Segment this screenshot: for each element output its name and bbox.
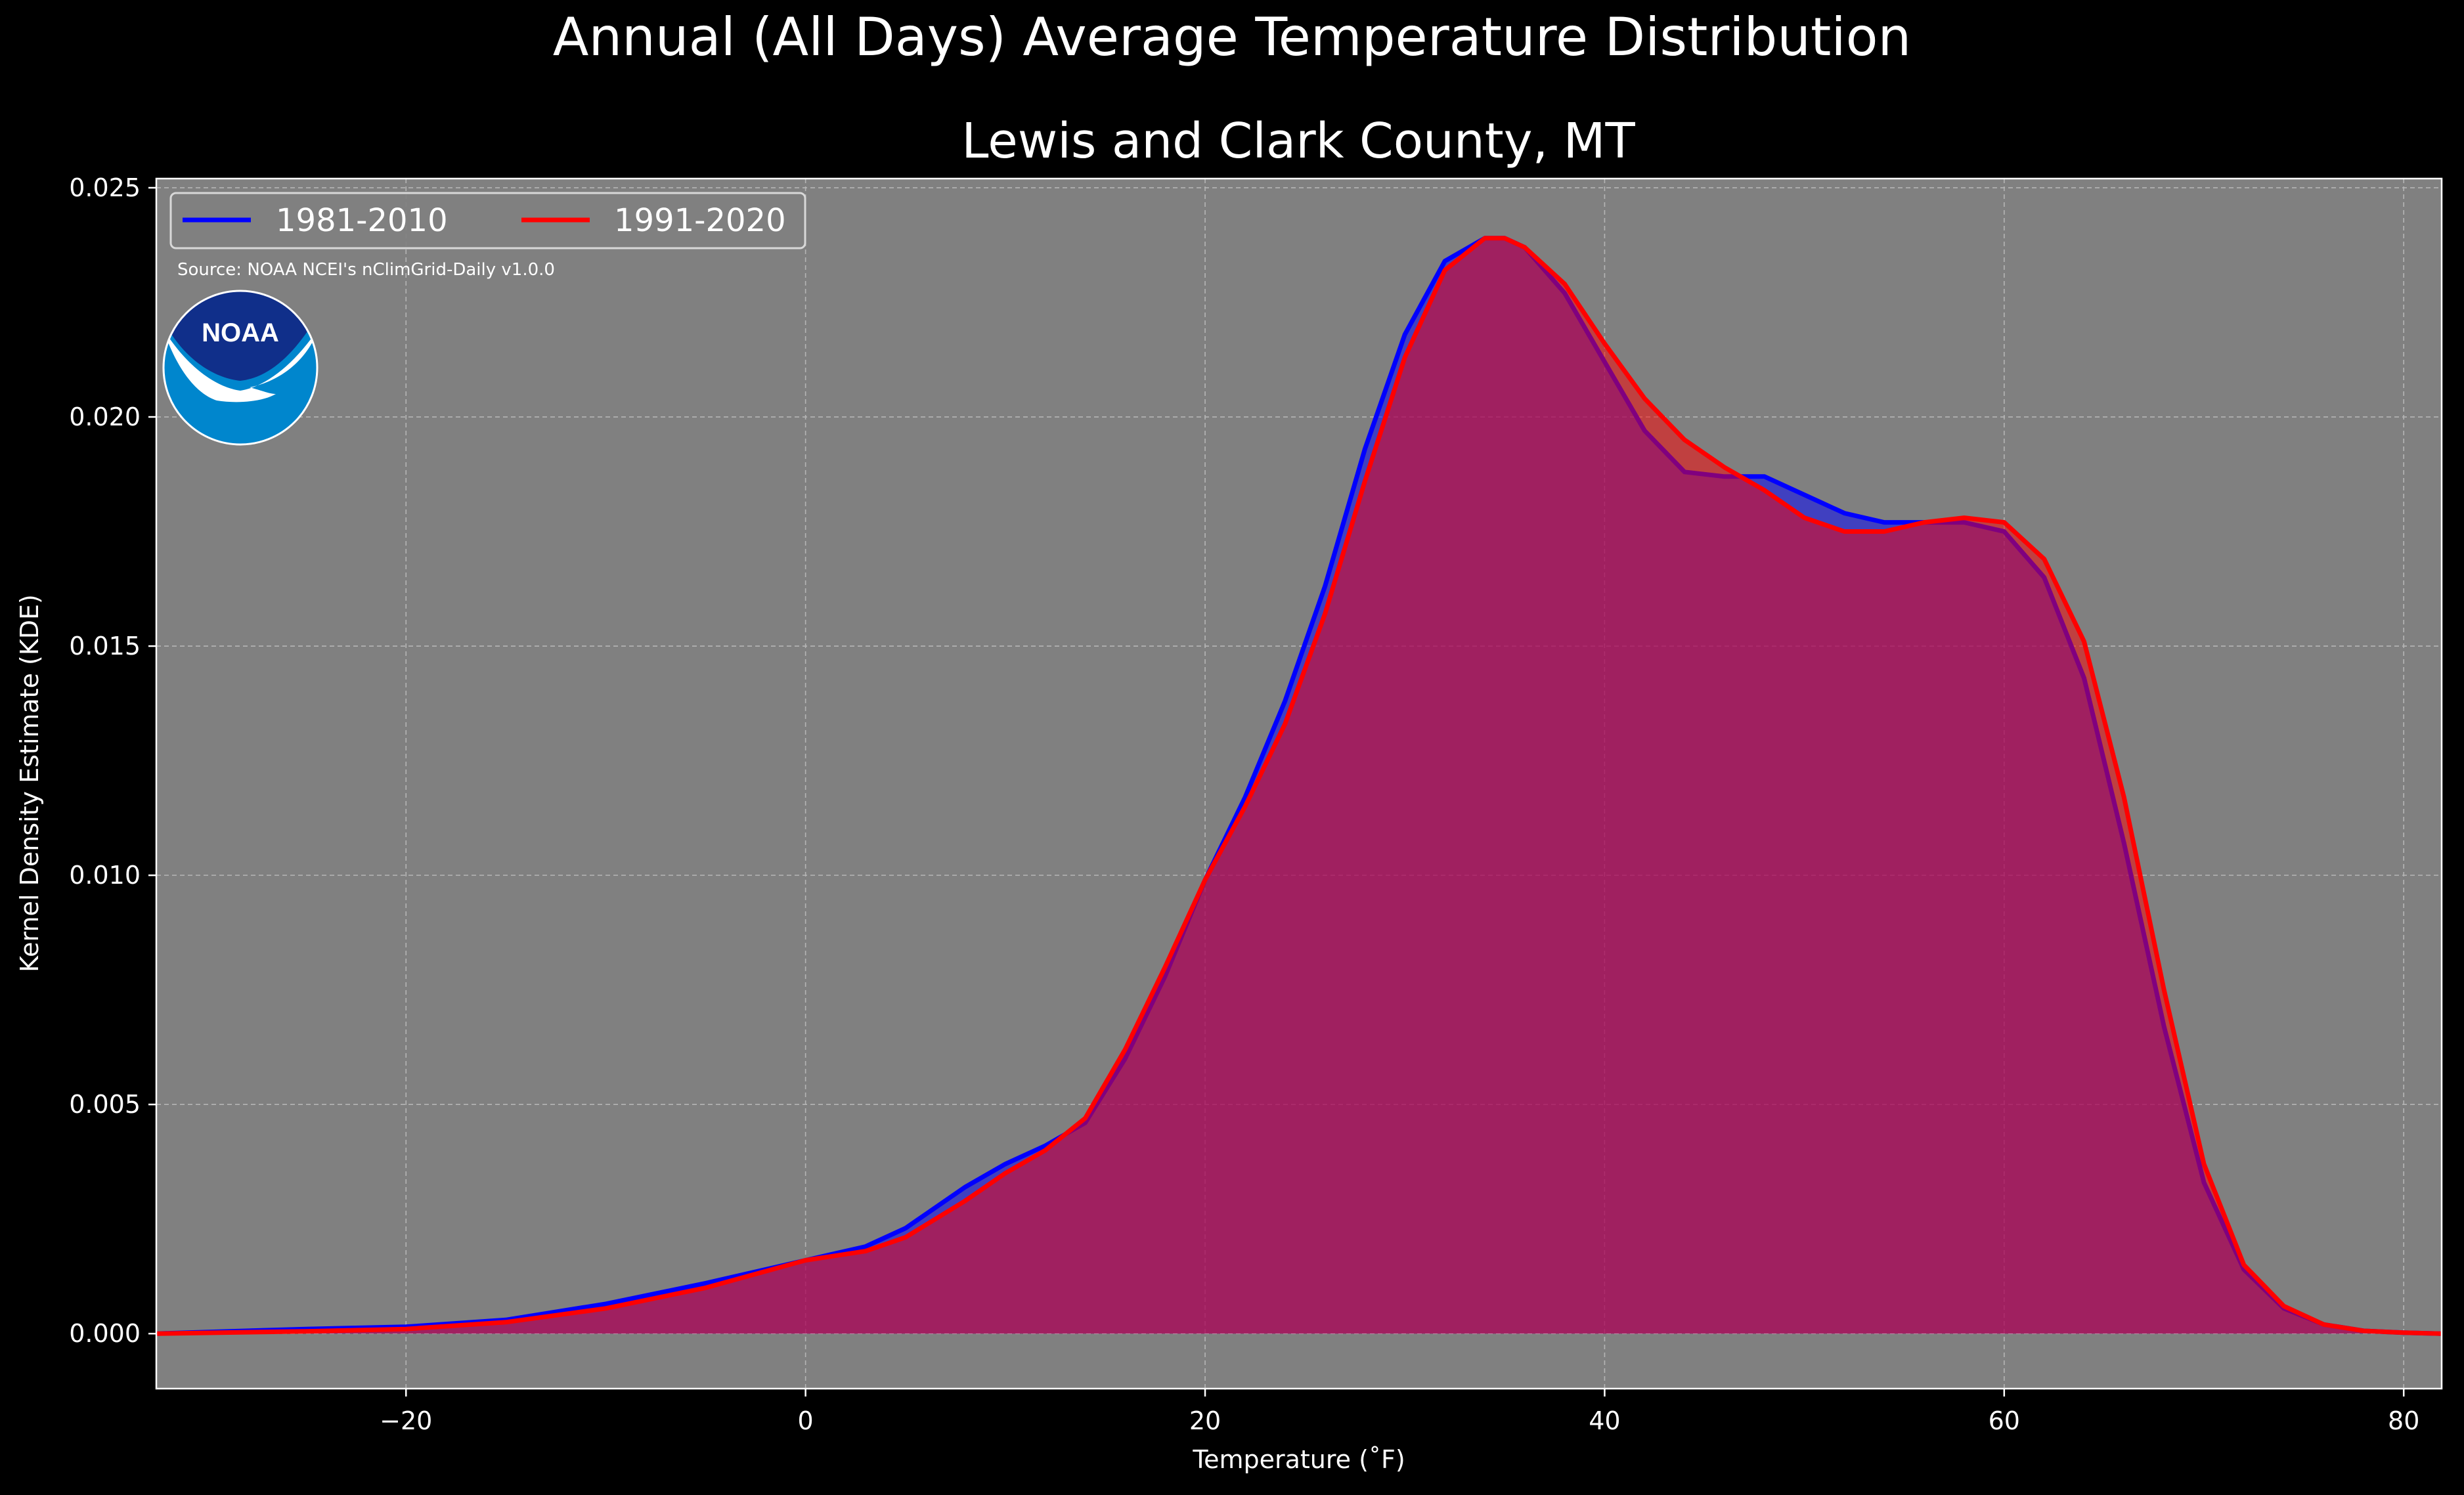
chart-subtitle: Lewis and Clark County, MT bbox=[961, 113, 1635, 169]
y-tick-label-1: 0.005 bbox=[69, 1090, 141, 1119]
legend: 1981-2010 1991-2020 bbox=[169, 192, 806, 249]
y-tick-label-4: 0.020 bbox=[69, 402, 141, 431]
noaa-logo-icon: NOAA bbox=[162, 290, 319, 446]
plot-frame bbox=[155, 177, 2443, 1390]
series-layer bbox=[156, 236, 2442, 1336]
axes: −20 0 20 40 60 80 0.000 0.005 0.010 0.015 0.020 0.0… bbox=[69, 173, 2443, 1435]
line-1991-2020 bbox=[156, 236, 2442, 1336]
source-note: Source: NOAA NCEI's nClimGrid-Daily v1.0… bbox=[177, 260, 555, 280]
x-axis-label: Temperature (˚F) bbox=[1192, 1445, 1405, 1474]
x-tick-label-5: 80 bbox=[2388, 1406, 2419, 1435]
x-tick-label-3: 40 bbox=[1589, 1406, 1620, 1435]
legend-box bbox=[169, 192, 806, 249]
x-tick-label-0: −20 bbox=[380, 1406, 432, 1435]
legend-label-1981-2010: 1981-2010 bbox=[276, 202, 448, 239]
chart-title: Annual (All Days) Average Temperature Di… bbox=[553, 7, 1911, 68]
area-1991-2020 bbox=[156, 238, 2442, 1334]
noaa-logo-text: NOAA bbox=[202, 318, 279, 347]
legend-label-1991-2020: 1991-2020 bbox=[614, 202, 786, 239]
x-tick-label-2: 20 bbox=[1189, 1406, 1221, 1435]
y-tick-label-5: 0.025 bbox=[69, 173, 141, 202]
y-tick-label-2: 0.010 bbox=[69, 861, 141, 890]
y-axis-label: Kernel Density Estimate (KDE) bbox=[15, 594, 44, 972]
y-tick-label-0: 0.000 bbox=[69, 1319, 141, 1348]
x-tick-label-1: 0 bbox=[798, 1406, 814, 1435]
y-tick-label-3: 0.015 bbox=[69, 632, 141, 661]
x-tick-label-4: 60 bbox=[1989, 1406, 2020, 1435]
